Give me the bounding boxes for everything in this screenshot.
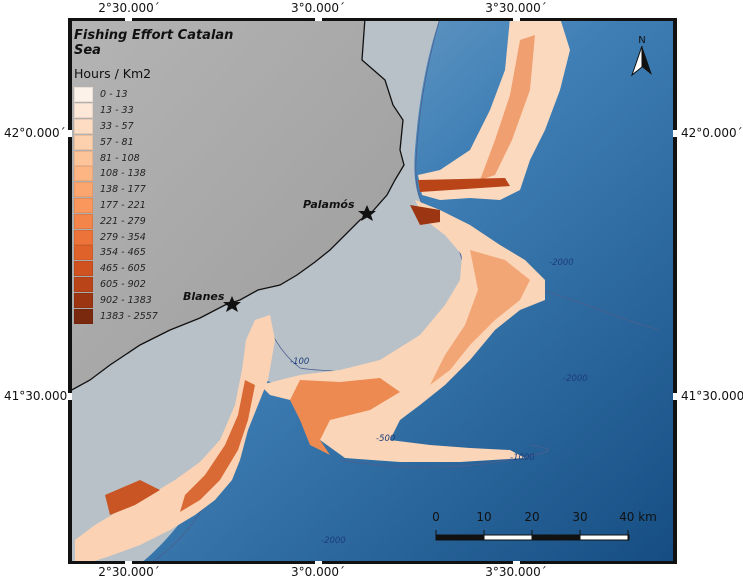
legend-swatch: [74, 261, 93, 277]
legend-item: 605 - 902: [74, 276, 254, 293]
graticule-label-left-2: 41°30.000´: [4, 389, 74, 403]
legend-rows: 0 - 13 13 - 33 33 - 57 57 - 81 81 - 108 108 -…: [74, 87, 254, 324]
scale-label-10: 10: [476, 510, 492, 524]
legend-swatch: [74, 150, 93, 166]
palamos-star-icon: [358, 205, 376, 221]
scale-label-30: 30: [572, 510, 588, 524]
north-label: N: [638, 35, 645, 46]
scale-label-0: 0: [432, 510, 440, 524]
legend-item: 354 - 465: [74, 245, 254, 261]
legend-item: 1383 - 2557: [74, 308, 254, 324]
legend-label: 1383 - 2557: [100, 310, 158, 322]
legend-label: 13 - 33: [100, 105, 134, 117]
graticule-label-top-1: 2°30.000´: [98, 1, 160, 15]
scale-label-40-km: 40 km: [619, 510, 657, 524]
contour-label: -2000: [549, 258, 574, 268]
legend-swatch: [74, 245, 93, 261]
graticule-label-right-1: 42°0.000´: [681, 126, 743, 140]
legend-swatch: [74, 229, 93, 245]
legend-swatch: [74, 166, 93, 182]
graticule-label-bottom-2: 3°0.000´: [291, 565, 345, 579]
legend-swatch: [74, 103, 93, 119]
legend-label: 354 - 465: [100, 247, 146, 259]
effort-patch-central-core: [430, 250, 530, 385]
legend-label: 33 - 57: [100, 120, 134, 132]
legend-item: 465 - 605: [74, 261, 254, 277]
legend-swatch: [74, 292, 93, 308]
legend-item: 57 - 81: [74, 134, 254, 150]
legend-label: 605 - 902: [100, 278, 146, 290]
contour-label: -2000: [321, 536, 346, 546]
legend-label: 108 - 138: [100, 168, 146, 180]
legend-item: 0 - 13: [74, 87, 254, 103]
legend-swatch: [74, 197, 93, 213]
legend-label: 138 - 177: [100, 184, 146, 196]
place-label-blanes: Blanes: [183, 290, 225, 303]
legend-swatch: [74, 308, 93, 324]
graticule-label-bottom-3: 3°30.000´: [485, 565, 547, 579]
legend-swatch: [74, 276, 93, 292]
legend-item: 81 - 108: [74, 150, 254, 166]
graticule-label-left-1: 42°0.000´: [4, 126, 66, 140]
graticule-label-right-2: 41°30.000´: [681, 389, 743, 403]
effort-hotspot-south: [105, 480, 160, 515]
legend-label: 0 - 13: [100, 89, 128, 101]
legend-item: 108 - 138: [74, 166, 254, 182]
legend-units: Hours / Km2: [74, 66, 152, 81]
legend-label: 221 - 279: [100, 215, 146, 227]
legend-label: 279 - 354: [100, 231, 146, 243]
contour-label: -500: [376, 434, 396, 444]
legend-item: 177 - 221: [74, 197, 254, 214]
legend-item: 138 - 177: [74, 182, 254, 198]
legend-item: 221 - 279: [74, 213, 254, 229]
graticule-ticks: [68, 18, 677, 564]
scale-label-20: 20: [524, 510, 540, 524]
place-label-palamos: Palamós: [303, 198, 355, 211]
legend-item: 279 - 354: [74, 229, 254, 245]
legend-label: 81 - 108: [100, 152, 140, 164]
legend-item: 902 - 1383: [74, 292, 254, 308]
legend-swatch: [74, 134, 93, 150]
coastline: [68, 18, 405, 393]
map-canvas: [68, 18, 677, 564]
graticule-label-top-3: 3°30.000´: [485, 1, 547, 15]
blanes-star-icon: [223, 296, 241, 312]
land: [68, 18, 404, 392]
legend-label: 57 - 81: [100, 136, 134, 148]
contour-label: -2000: [563, 374, 588, 384]
effort-patch-central-slope: [290, 378, 400, 455]
effort-patch-north-core: [480, 35, 535, 180]
effort-hotspot-palamos: [410, 205, 440, 225]
contour-line: [539, 289, 661, 331]
legend-label: 465 - 605: [100, 263, 146, 275]
legend-label: 177 - 221: [100, 199, 146, 211]
effort-hotspot-north: [418, 178, 510, 192]
contour-label: -1000: [510, 453, 535, 463]
graticule-label-top-2: 3°0.000´: [291, 1, 345, 15]
contour-label: -100: [290, 357, 310, 367]
legend-swatch: [74, 87, 93, 103]
legend-swatch: [74, 182, 93, 198]
effort-patch-south-core: [180, 380, 255, 512]
scale-bar: [435, 530, 630, 541]
legend: Fishing Effort Catalan Sea Hours / Km2 0…: [74, 28, 254, 324]
fishing-effort-layer: [75, 18, 570, 564]
contour-line: [339, 444, 549, 468]
map-title: Fishing Effort Catalan Sea: [74, 28, 234, 58]
north-arrow-icon: N: [628, 33, 656, 79]
legend-item: 13 - 33: [74, 103, 254, 119]
legend-swatch: [74, 118, 93, 134]
graticule-label-bottom-1: 2°30.000´: [98, 565, 160, 579]
legend-item: 33 - 57: [74, 118, 254, 135]
legend-label: 902 - 1383: [100, 294, 152, 306]
legend-swatch: [74, 213, 93, 229]
